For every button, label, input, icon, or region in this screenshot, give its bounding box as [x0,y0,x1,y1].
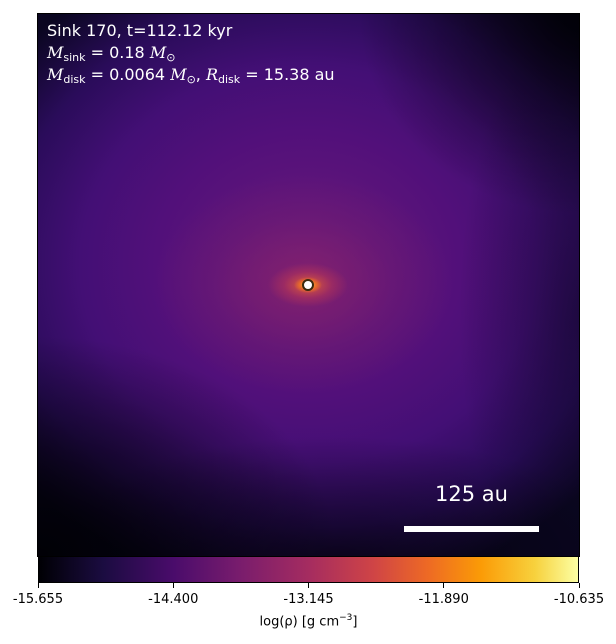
m-symbol: M [47,43,64,62]
colorbar-label-text: log(ρ) [g cm [259,614,340,630]
comma: , [195,65,206,84]
m-symbol: M [47,65,64,84]
disk-annotation: Mdisk = 0.0064 M⊙, Rdisk = 15.38 au [47,64,335,90]
colorbar-tick-label: -11.890 [418,592,469,607]
subscript: sink [63,51,86,64]
subscript: disk [63,73,86,86]
m-symbol: M [170,65,187,84]
colorbar-tick [443,583,445,588]
solar-symbol: ⊙ [186,73,196,86]
solar-symbol: ⊙ [166,51,176,64]
colorbar-tick [37,583,39,588]
disk-mass-value: = 0.0064 [85,65,171,84]
scale-bar [404,526,539,532]
scale-bar-label: 125 au [435,482,508,506]
sink-mass-annotation: Msink = 0.18 M⊙ [47,42,175,68]
colorbar-label-end: ] [352,614,358,630]
colorbar-label: log(ρ) [g cm−3] [38,613,579,629]
colorbar-label-exponent: −3 [339,613,353,623]
sink-particle-marker [302,279,314,291]
disk-radius-value: = 15.38 au [240,65,335,84]
colorbar-tick [172,583,174,588]
sink-mass-value: = 0.18 [85,43,150,62]
colorbar [38,556,579,583]
m-symbol: M [149,43,167,62]
colorbar-tick [308,583,309,588]
colorbar-tick-label: -15.655 [12,592,64,607]
subscript: disk [218,73,241,86]
colorbar-tick [578,583,580,588]
colorbar-tick-label: -10.635 [553,592,605,607]
colorbar-tick-label: -14.400 [148,592,199,607]
colorbar-tick-label: -13.145 [283,592,334,607]
title-annotation: Sink 170, t=112.12 kyr [47,21,233,40]
r-symbol: R [205,65,219,84]
